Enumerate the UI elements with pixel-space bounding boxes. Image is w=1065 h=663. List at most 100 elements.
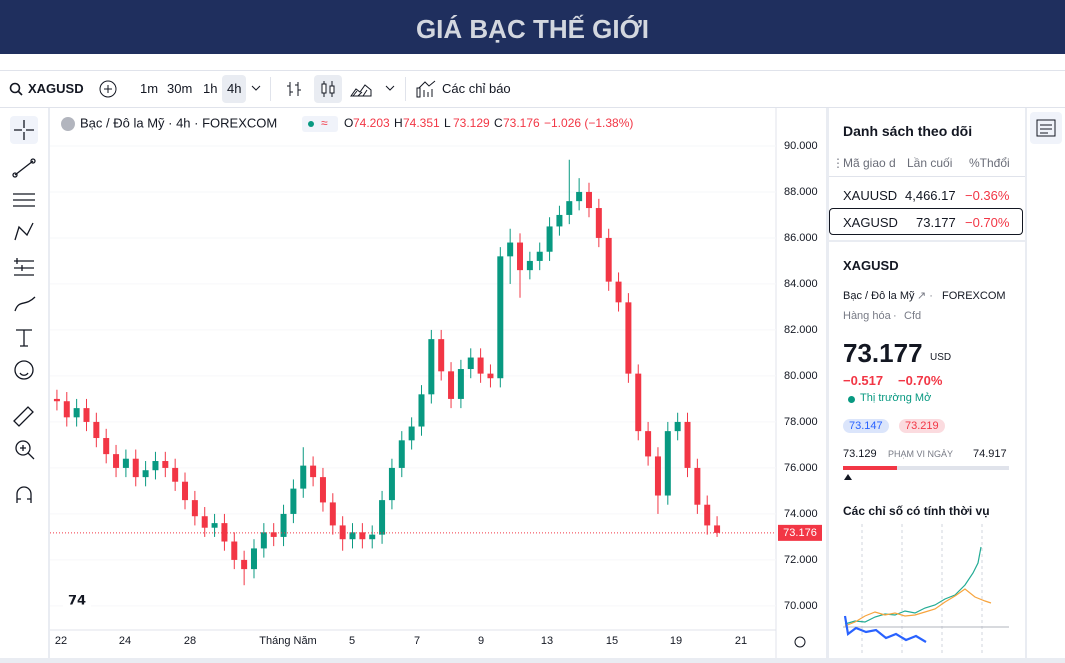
candle-body	[231, 541, 238, 560]
legend-value: 74.203	[353, 116, 390, 130]
candle-body	[457, 369, 464, 399]
candle-body	[595, 208, 602, 238]
separator	[270, 77, 271, 101]
column-header[interactable]: %Thđổi	[969, 156, 1010, 170]
candle-body	[280, 513, 287, 537]
candle-body	[487, 373, 494, 379]
candle-body	[241, 559, 248, 570]
y-tick-label: 82.000	[784, 324, 818, 336]
search-icon[interactable]	[9, 82, 23, 96]
candle-body	[182, 481, 189, 501]
y-tick-label: 70.000	[784, 600, 818, 612]
plot: 70.000 72.000 74.000 76.000 78.000 80.000 82.0…	[50, 108, 822, 658]
candle-body	[526, 260, 533, 271]
bar-icon[interactable]	[285, 80, 303, 98]
chevron[interactable]	[251, 84, 261, 92]
row-symbol[interactable]: XAGUSD	[843, 215, 898, 230]
candle-body	[507, 242, 514, 257]
row-change: −0.70%	[965, 215, 1010, 230]
candle-body	[290, 488, 297, 514]
legend-label: H	[394, 116, 403, 130]
tool-icons[interactable]	[0, 108, 48, 658]
symbol[interactable]: XAGUSD	[28, 81, 84, 96]
candle-body	[566, 201, 573, 215]
x-tick-label: 9	[478, 635, 484, 647]
interval[interactable]: 1m	[140, 81, 159, 96]
interval[interactable]: 30m	[167, 81, 193, 96]
detail-price: 73.177	[843, 338, 923, 368]
interval[interactable]: 4h	[227, 81, 242, 96]
candle-body	[172, 467, 179, 482]
x-tick-label: 15	[606, 635, 618, 647]
interval[interactable]: 1h	[203, 81, 218, 96]
chevron[interactable]	[385, 84, 395, 92]
candle-body	[122, 458, 129, 468]
candle-body	[428, 339, 435, 395]
spacer	[0, 54, 1065, 70]
row-last: 73.177	[916, 215, 956, 230]
legend-label: C	[494, 116, 503, 130]
y-tick-label: 90.000	[784, 140, 818, 152]
x-tick-label: 24	[119, 635, 131, 647]
candle-body	[319, 477, 326, 503]
indicator-icon[interactable]	[416, 79, 436, 99]
y-tick-label: 76.000	[784, 462, 818, 474]
candle-icon[interactable]	[319, 80, 337, 98]
candle-body	[605, 237, 612, 282]
candle-body	[270, 532, 277, 537]
candle-body	[576, 191, 583, 202]
x-tick-label: 5	[349, 635, 355, 647]
area-icon[interactable]	[350, 80, 372, 98]
watchlist: Danh sách theo dõi ⋮ Mã giao d Lần cuối …	[829, 108, 1025, 240]
candle-body	[132, 458, 139, 478]
candle-body	[517, 242, 524, 271]
candle-body	[536, 251, 543, 261]
drawing-tools	[0, 108, 48, 658]
candle-body	[83, 408, 90, 422]
detail-status: Thị trường Mở	[860, 392, 932, 404]
candle-body	[546, 226, 553, 252]
candle-body	[349, 532, 356, 540]
legend-label: O	[344, 116, 353, 130]
candle-body	[477, 357, 484, 374]
candle-body	[418, 394, 425, 427]
last-price-box	[778, 524, 822, 541]
range-high: 74.917	[973, 448, 1007, 460]
candle-body	[201, 516, 208, 528]
detail-currency: USD	[930, 352, 952, 363]
x-tick-label: 7	[414, 635, 420, 647]
tv-logo-bg	[63, 591, 91, 611]
row-symbol[interactable]: XAUUSD	[843, 188, 898, 203]
x-tick-label: 22	[55, 635, 67, 647]
y-tick-label: 72.000	[784, 554, 818, 566]
y-tick-label: 78.000	[784, 416, 818, 428]
indicators[interactable]: Các chỉ báo	[442, 81, 511, 96]
x-tick-label: 19	[670, 635, 682, 647]
y-tick-label: 80.000	[784, 370, 818, 382]
watchlist-icon[interactable]	[1027, 108, 1065, 148]
candle-body	[103, 438, 110, 455]
watchlist-title: Danh sách theo dõi	[843, 123, 973, 139]
range-track	[843, 466, 1009, 470]
tv-logo: 𝟳𝟰	[68, 592, 86, 607]
candle-body	[162, 461, 169, 468]
column-header[interactable]: Lần cuối	[907, 156, 953, 170]
candle-body	[300, 465, 307, 489]
column-header[interactable]: Mã giao d	[843, 156, 896, 170]
header: GIÁ BẠC THẾ GIỚI	[0, 0, 1065, 54]
candle-body	[359, 532, 366, 540]
detail-symbol: XAGUSD	[843, 258, 899, 273]
candle-body	[704, 504, 711, 526]
x-tick-label: 21	[735, 635, 747, 647]
row-selected[interactable]	[829, 208, 1023, 235]
add-symbol[interactable]	[99, 80, 117, 98]
page-title: GIÁ BẠC THẾ GIỚI	[415, 14, 650, 44]
side-icons	[1027, 108, 1065, 658]
candle-body	[379, 500, 386, 535]
x-tick-label: 13	[541, 635, 553, 647]
y-tick-label: 84.000	[784, 278, 818, 290]
candle-body	[664, 431, 671, 496]
settings-icon[interactable]	[794, 636, 806, 648]
candle-body	[635, 373, 642, 432]
